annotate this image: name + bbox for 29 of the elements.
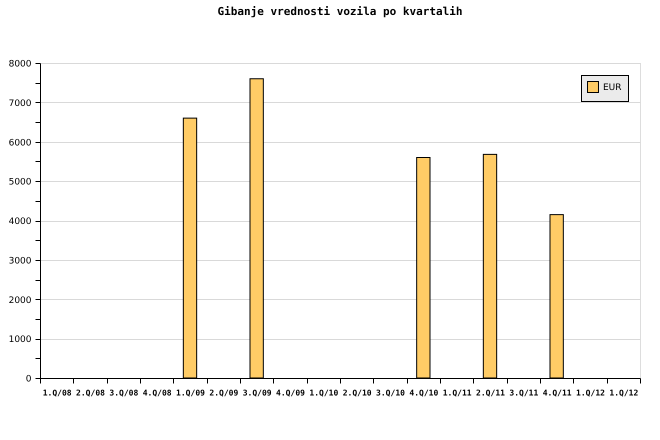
- x-tick-label: 3.Q/09: [242, 388, 272, 398]
- x-tick-label: 3.Q/08: [109, 388, 138, 398]
- y-tick-label: 8000: [8, 60, 32, 70]
- x-tick-label: 1.Q/11: [442, 388, 472, 398]
- chart-title: Gibanje vrednosti vozila po kvartalih: [217, 5, 463, 18]
- x-tick-label: 1.Q/10: [309, 388, 338, 398]
- x-tick-label: 2.Q/09: [209, 388, 238, 398]
- x-tick-label: 2.Q/08: [76, 388, 106, 398]
- x-tick-label: 3.Q/10: [376, 388, 406, 398]
- y-tick-label: 0: [26, 374, 32, 384]
- y-tick-label: 7000: [8, 98, 32, 109]
- y-tick-label: 6000: [8, 138, 32, 148]
- x-tick-label: 1.Q/08: [42, 388, 72, 398]
- x-tick-label: 1.Q/09: [176, 388, 206, 398]
- x-tick-label: 4.Q/11: [542, 388, 572, 398]
- x-tick-label: 4.Q/09: [276, 388, 306, 398]
- x-tick-label: 4.Q/10: [409, 388, 438, 398]
- x-tick-label: 2.Q/11: [476, 388, 506, 398]
- y-tick-label: 2000: [8, 296, 32, 306]
- x-tick-label: 3.Q/11: [509, 388, 538, 398]
- y-tick-label: 3000: [8, 256, 32, 266]
- x-tick-label: 2.Q/10: [342, 388, 372, 398]
- x-tick-label: 1.Q/12: [576, 388, 606, 398]
- y-tick-label: 1000: [8, 335, 32, 346]
- y-tick-label: 4000: [8, 217, 32, 227]
- legend-label: EUR: [603, 83, 622, 93]
- x-tick-label: 1.Q/12: [609, 388, 638, 398]
- y-tick-label: 5000: [8, 178, 32, 188]
- x-tick-label: 4.Q/08: [142, 388, 172, 398]
